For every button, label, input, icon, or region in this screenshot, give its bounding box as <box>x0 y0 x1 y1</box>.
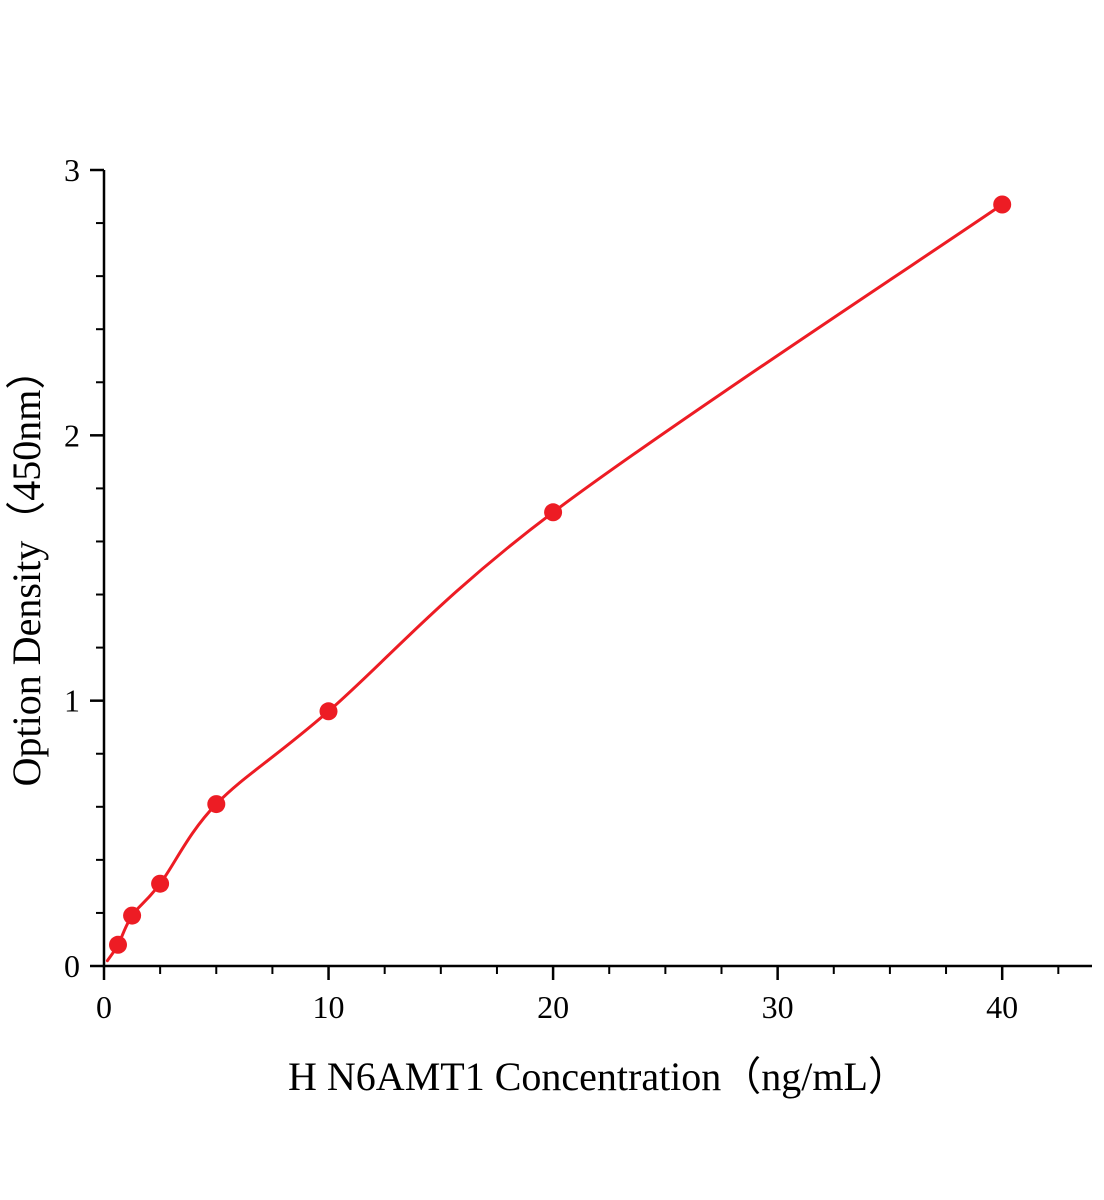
data-point <box>544 503 563 522</box>
y-tick-label: 0 <box>64 948 80 984</box>
x-tick-label: 0 <box>96 989 112 1025</box>
data-points <box>109 195 1012 954</box>
y-axis-label: Option Density（450nm） <box>4 350 49 787</box>
minor-ticks <box>96 222 1060 974</box>
x-axis-label: H N6AMT1 Concentration（ng/mL） <box>288 1054 908 1099</box>
data-point <box>207 795 226 814</box>
major-ticks <box>90 168 1004 980</box>
tick-labels: 0 10 20 30 40 0 1 2 3 <box>64 152 1018 1025</box>
y-tick-label: 1 <box>64 683 80 719</box>
x-tick-label: 20 <box>537 989 569 1025</box>
x-tick-label: 40 <box>986 989 1018 1025</box>
data-point <box>123 906 142 925</box>
y-tick-label: 3 <box>64 152 80 188</box>
data-point <box>993 195 1012 214</box>
data-point <box>319 702 338 721</box>
axes <box>102 170 1092 968</box>
x-tick-label: 30 <box>762 989 794 1025</box>
data-point <box>151 874 170 893</box>
data-point <box>109 935 127 954</box>
y-tick-label: 2 <box>64 417 80 453</box>
x-tick-label: 10 <box>313 989 345 1025</box>
fit-curve <box>105 203 1004 963</box>
